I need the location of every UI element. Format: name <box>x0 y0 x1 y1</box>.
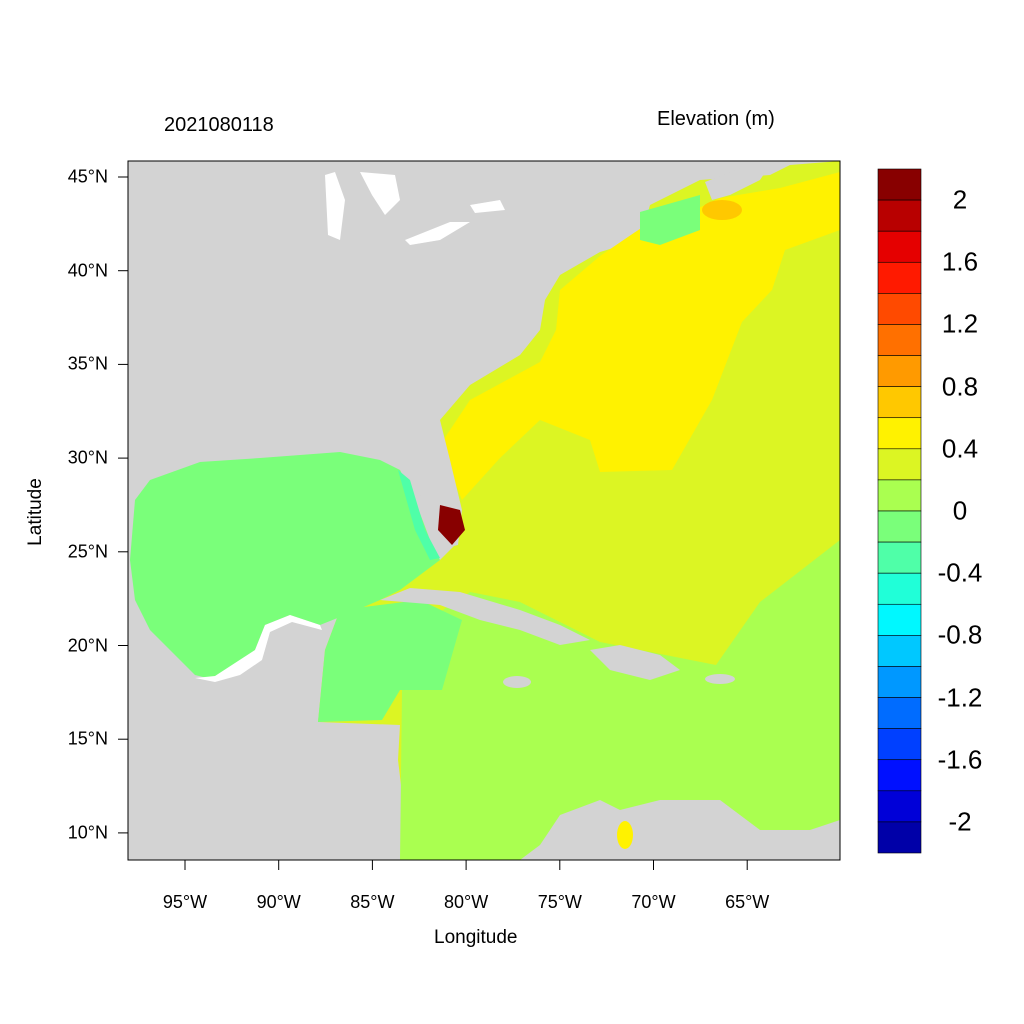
colorbar <box>877 168 922 854</box>
south-america <box>520 800 840 860</box>
orange-anomaly <box>702 200 742 220</box>
colorbar-box <box>877 603 922 636</box>
colorbar-box <box>877 168 922 201</box>
lat-tick-label: 30°N <box>67 447 108 468</box>
colorbar-box <box>877 386 922 419</box>
date-title: 2021080118 <box>164 114 274 136</box>
lon-tick-label: 70°W <box>631 892 676 912</box>
colorbar-box <box>877 666 922 698</box>
lon-tick-label: 90°W <box>256 892 301 912</box>
cuba <box>380 588 590 645</box>
colorbar-label: 1.2 <box>941 308 979 339</box>
gulf-of-mexico-water <box>130 452 440 680</box>
lat-tick-label: 15°N <box>67 728 108 749</box>
colorbar-box <box>877 448 922 481</box>
colorbar-box <box>877 572 922 605</box>
map-frame <box>127 160 841 861</box>
variable-title: Elevation (m) <box>657 108 775 130</box>
lat-tick-label: 20°N <box>67 635 108 655</box>
florida-surge <box>438 505 465 545</box>
colorbar-box <box>877 417 922 450</box>
cape-cod-water <box>640 195 700 245</box>
colorbar-box <box>877 355 922 387</box>
lon-tick-label: 75°W <box>537 892 582 912</box>
y-axis-label: Latitude <box>25 478 46 546</box>
colorbar-label: -1.6 <box>937 744 983 775</box>
colorbar-label: 0.4 <box>941 433 979 464</box>
lake-maracaibo <box>617 821 633 849</box>
lon-tick-label: 65°W <box>725 892 770 912</box>
colorbar-box <box>877 324 922 356</box>
colorbar-label: -0.4 <box>937 557 983 588</box>
puerto-rico <box>705 674 735 684</box>
lake-ontario <box>470 200 505 213</box>
lake-erie <box>405 222 470 245</box>
colorbar-box <box>877 261 922 294</box>
lat-tick-label: 10°N <box>67 822 108 843</box>
colorbar-box <box>877 479 922 512</box>
colorbar-box <box>877 697 922 729</box>
colorbar-box <box>877 293 922 325</box>
colorbar-box <box>877 635 922 667</box>
lake-huron <box>360 172 400 215</box>
colorbar-box <box>877 790 922 823</box>
x-axis-label: Longitude <box>434 927 518 948</box>
lon-tick-label: 85°W <box>350 892 395 912</box>
colorbar-label: 1.6 <box>941 246 979 277</box>
yucatan-white-coast <box>195 615 322 682</box>
florida-shelf-water <box>398 470 440 560</box>
hispaniola <box>590 645 680 680</box>
colorbar-label: -2 <box>948 806 972 837</box>
axis-ticks <box>118 176 748 870</box>
colorbar-label: -0.8 <box>937 619 983 650</box>
colorbar-label: 2 <box>952 184 968 215</box>
lake-michigan <box>325 172 345 240</box>
colorbar-label: 0 <box>952 495 968 526</box>
colorbar-box <box>877 510 922 543</box>
lat-tick-label: 45°N <box>67 166 108 187</box>
nova-scotia <box>705 165 770 200</box>
colorbar-label: 0.8 <box>941 371 979 402</box>
lon-tick-label: 95°W <box>162 892 208 912</box>
colorbar-label: -1.2 <box>937 682 983 713</box>
colorbar-box <box>877 541 922 574</box>
colorbar-box <box>877 821 922 854</box>
lat-tick-label: 40°N <box>67 260 108 281</box>
yellow-region <box>440 172 840 500</box>
lat-tick-label: 35°N <box>67 353 108 374</box>
lon-tick-label: 80°W <box>443 892 489 912</box>
colorbar-box <box>877 230 922 263</box>
jamaica <box>503 676 531 688</box>
lat-tick-label: 25°N <box>67 541 108 562</box>
colorbar-box <box>877 759 922 792</box>
colorbar-box <box>877 728 922 761</box>
western-caribbean-water <box>318 600 462 722</box>
colorbar-box <box>877 199 922 232</box>
map-area <box>128 161 840 860</box>
